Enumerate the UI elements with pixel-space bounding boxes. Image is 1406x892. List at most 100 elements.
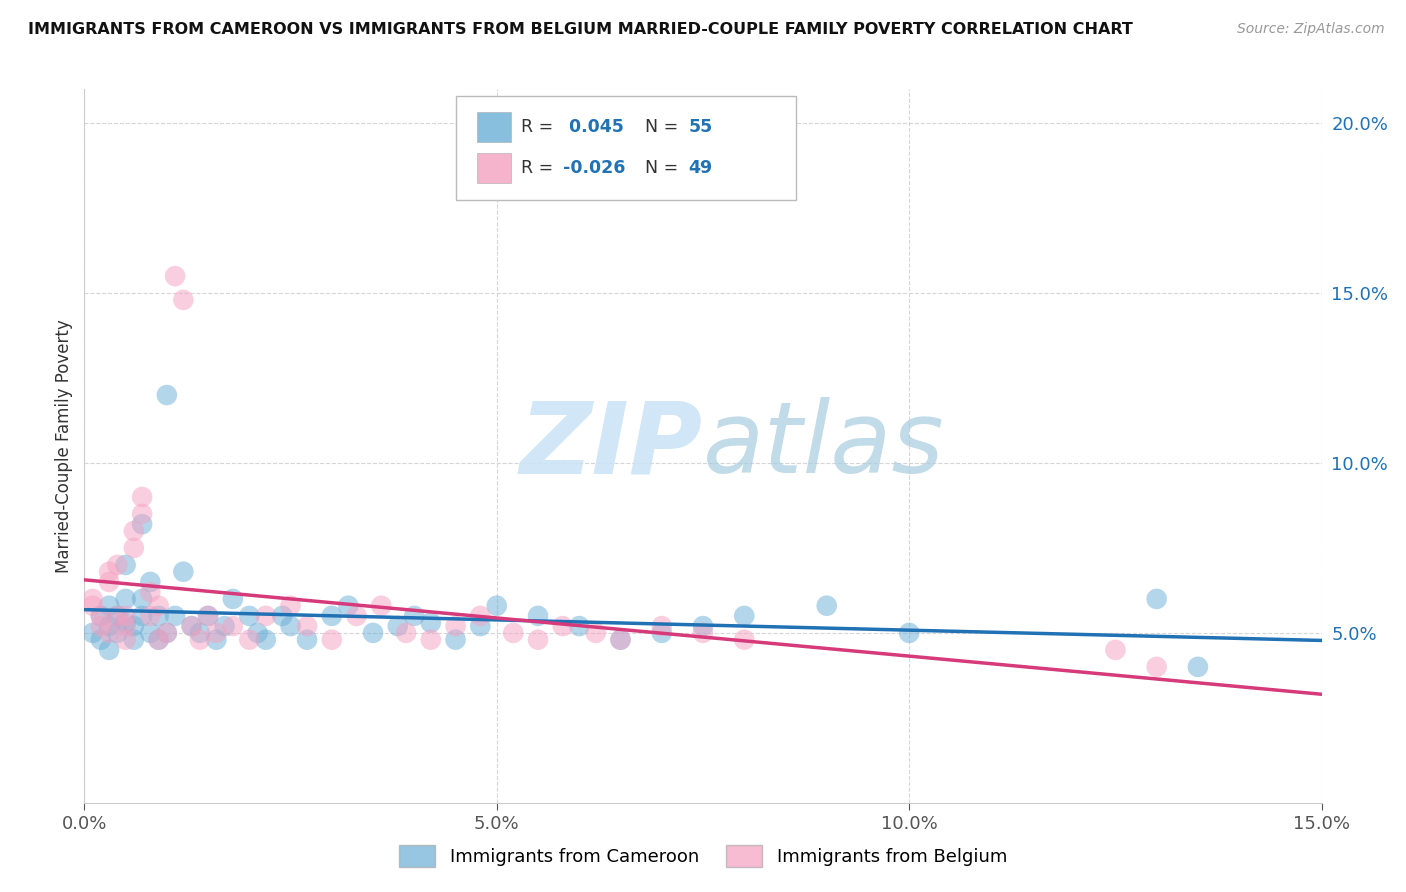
Point — [337, 599, 360, 613]
Point — [1187, 660, 1209, 674]
Point — [165, 608, 187, 623]
Point — [527, 632, 550, 647]
FancyBboxPatch shape — [456, 96, 796, 200]
Point — [156, 388, 179, 402]
Point — [205, 632, 228, 647]
FancyBboxPatch shape — [477, 112, 512, 142]
Text: 0.045: 0.045 — [564, 118, 624, 136]
Point — [609, 632, 631, 647]
Point — [651, 619, 673, 633]
Point — [82, 626, 104, 640]
Point — [238, 608, 260, 623]
Point — [470, 608, 492, 623]
Point — [105, 608, 128, 623]
Point — [1104, 643, 1126, 657]
Point — [165, 269, 187, 284]
Point — [122, 524, 145, 538]
Point — [131, 517, 153, 532]
Point — [139, 608, 162, 623]
Point — [90, 619, 112, 633]
Point — [114, 608, 136, 623]
Text: IMMIGRANTS FROM CAMEROON VS IMMIGRANTS FROM BELGIUM MARRIED-COUPLE FAMILY POVERT: IMMIGRANTS FROM CAMEROON VS IMMIGRANTS F… — [28, 22, 1133, 37]
Point — [238, 632, 260, 647]
Point — [98, 619, 121, 633]
Y-axis label: Married-Couple Family Poverty: Married-Couple Family Poverty — [55, 319, 73, 573]
Point — [444, 632, 467, 647]
Point — [271, 608, 294, 623]
Point — [692, 626, 714, 640]
Point — [90, 608, 112, 623]
Point — [1146, 591, 1168, 606]
Point — [387, 619, 409, 633]
Point — [122, 619, 145, 633]
FancyBboxPatch shape — [477, 153, 512, 183]
Text: -0.026: -0.026 — [564, 159, 626, 177]
Point — [444, 619, 467, 633]
Point — [609, 632, 631, 647]
Point — [180, 619, 202, 633]
Point — [205, 626, 228, 640]
Point — [733, 608, 755, 623]
Point — [585, 626, 607, 640]
Point — [180, 619, 202, 633]
Point — [254, 608, 277, 623]
Point — [131, 490, 153, 504]
Point — [551, 619, 574, 633]
Point — [485, 599, 508, 613]
Point — [98, 626, 121, 640]
Point — [1146, 660, 1168, 674]
Point — [651, 626, 673, 640]
Point — [321, 632, 343, 647]
Text: N =: N = — [645, 118, 683, 136]
Point — [148, 632, 170, 647]
Point — [156, 626, 179, 640]
Text: R =: R = — [522, 159, 558, 177]
Point — [361, 626, 384, 640]
Point — [295, 632, 318, 647]
Point — [98, 565, 121, 579]
Point — [395, 626, 418, 640]
Point — [815, 599, 838, 613]
Point — [139, 574, 162, 589]
Point — [82, 599, 104, 613]
Text: Source: ZipAtlas.com: Source: ZipAtlas.com — [1237, 22, 1385, 37]
Text: 49: 49 — [688, 159, 713, 177]
Point — [404, 608, 426, 623]
Point — [122, 541, 145, 555]
Text: R =: R = — [522, 118, 558, 136]
Point — [346, 608, 368, 623]
Point — [246, 626, 269, 640]
Point — [131, 507, 153, 521]
Point — [197, 608, 219, 623]
Point — [898, 626, 921, 640]
Point — [222, 591, 245, 606]
Point — [122, 632, 145, 647]
Point — [82, 591, 104, 606]
Point — [148, 599, 170, 613]
Point — [98, 574, 121, 589]
Point — [105, 558, 128, 572]
Point — [188, 626, 211, 640]
Point — [733, 632, 755, 647]
Point — [114, 591, 136, 606]
Point — [98, 643, 121, 657]
Point — [214, 619, 236, 633]
Point — [370, 599, 392, 613]
Point — [280, 619, 302, 633]
Point — [139, 585, 162, 599]
Legend: Immigrants from Cameroon, Immigrants from Belgium: Immigrants from Cameroon, Immigrants fro… — [392, 838, 1014, 874]
Point — [114, 619, 136, 633]
Point — [188, 632, 211, 647]
Point — [568, 619, 591, 633]
Point — [156, 626, 179, 640]
Point — [419, 615, 441, 630]
Point — [692, 619, 714, 633]
Point — [470, 619, 492, 633]
Point — [172, 293, 194, 307]
Point — [139, 626, 162, 640]
Point — [148, 608, 170, 623]
Point — [114, 558, 136, 572]
Point — [321, 608, 343, 623]
Text: atlas: atlas — [703, 398, 945, 494]
Point — [419, 632, 441, 647]
